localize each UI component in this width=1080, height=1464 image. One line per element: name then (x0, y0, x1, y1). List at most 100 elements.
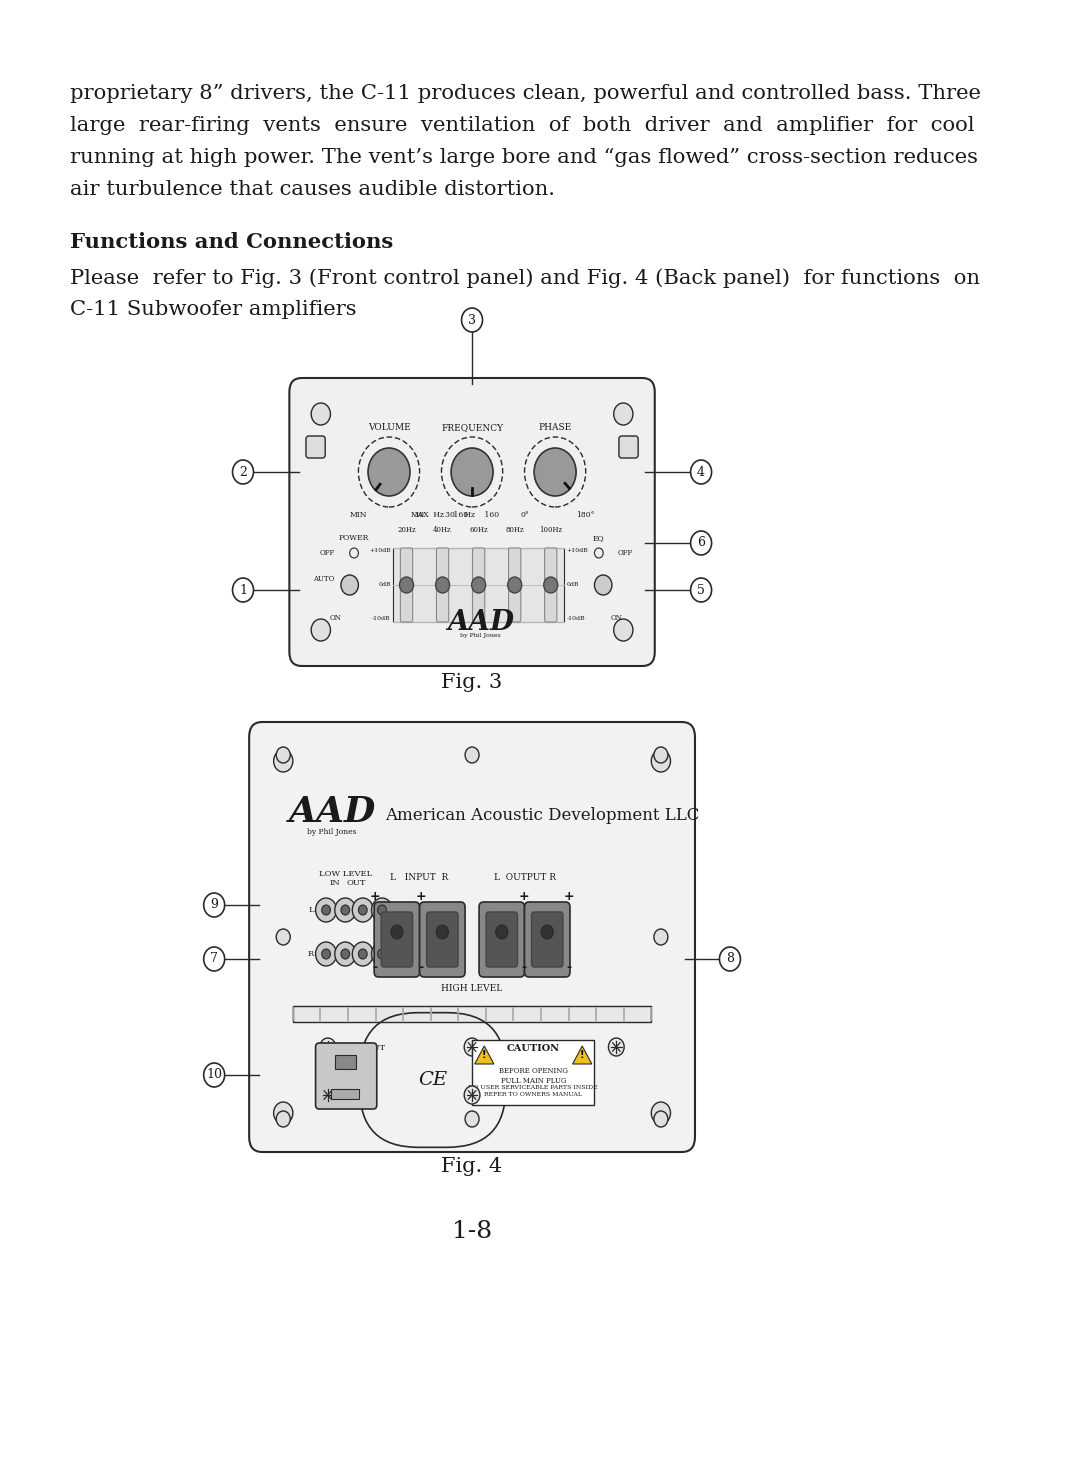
Text: POWER: POWER (339, 534, 369, 542)
Circle shape (400, 577, 414, 593)
Text: 0dB: 0dB (567, 583, 579, 587)
Bar (332, 1089, 360, 1099)
Circle shape (276, 1111, 291, 1127)
Circle shape (508, 577, 522, 593)
Text: 6: 6 (697, 536, 705, 549)
Text: 4: 4 (697, 466, 705, 479)
FancyBboxPatch shape (509, 548, 521, 622)
Circle shape (442, 436, 502, 507)
Text: -10dB: -10dB (373, 616, 391, 622)
Circle shape (359, 949, 367, 959)
Circle shape (464, 1038, 480, 1056)
Text: 9: 9 (211, 899, 218, 912)
Circle shape (651, 750, 671, 772)
Circle shape (315, 897, 337, 922)
Circle shape (315, 941, 337, 966)
Circle shape (372, 897, 392, 922)
Circle shape (335, 941, 355, 966)
Circle shape (435, 577, 449, 593)
Text: large  rear-firing  vents  ensure  ventilation  of  both  driver  and  amplifier: large rear-firing vents ensure ventilati… (70, 116, 974, 135)
Text: 8: 8 (726, 953, 734, 965)
Circle shape (276, 747, 291, 763)
Circle shape (359, 436, 420, 507)
Circle shape (350, 548, 359, 558)
Circle shape (690, 531, 712, 555)
Text: C-11 Subwoofer amplifiers: C-11 Subwoofer amplifiers (70, 300, 356, 319)
Text: L   INPUT  R: L INPUT R (391, 873, 448, 881)
Text: Please  refer to Fig. 3 (Front control panel) and Fig. 4 (Back panel)  for funct: Please refer to Fig. 3 (Front control pa… (70, 268, 980, 287)
Circle shape (311, 619, 330, 641)
FancyBboxPatch shape (381, 912, 413, 968)
Text: 1: 1 (239, 584, 247, 596)
Bar (393, 548, 564, 622)
Text: ON: ON (329, 613, 341, 622)
Text: L: L (394, 906, 400, 914)
FancyBboxPatch shape (401, 548, 413, 622)
Text: -: - (521, 960, 526, 974)
Text: proprietary 8” drivers, the C-11 produces clean, powerful and controlled bass. T: proprietary 8” drivers, the C-11 produce… (70, 83, 981, 102)
Text: AC-INPUT: AC-INPUT (340, 1044, 384, 1053)
Circle shape (451, 448, 494, 496)
Text: VOLUME: VOLUME (367, 423, 410, 432)
Circle shape (653, 1111, 667, 1127)
Circle shape (525, 436, 585, 507)
Text: American Acoustic Development LLC: American Acoustic Development LLC (384, 807, 699, 823)
Text: OFF: OFF (320, 549, 335, 556)
Text: AAD: AAD (288, 795, 376, 829)
Circle shape (653, 747, 667, 763)
Circle shape (461, 307, 483, 332)
Text: 3: 3 (468, 313, 476, 326)
Circle shape (320, 1038, 336, 1056)
Circle shape (464, 1086, 480, 1104)
Text: +: + (415, 890, 426, 903)
Text: +: + (564, 890, 575, 903)
Text: 20Hz: 20Hz (397, 526, 416, 534)
Polygon shape (572, 1045, 592, 1064)
Circle shape (594, 575, 612, 594)
Text: 1-8: 1-8 (453, 1221, 492, 1243)
FancyBboxPatch shape (531, 912, 563, 968)
Text: IN: IN (329, 878, 340, 887)
Circle shape (690, 578, 712, 602)
Text: 80Hz: 80Hz (505, 526, 524, 534)
Circle shape (465, 1111, 480, 1127)
Circle shape (372, 941, 392, 966)
Text: PHASE: PHASE (539, 423, 571, 432)
Text: LOW LEVEL: LOW LEVEL (319, 870, 372, 878)
Text: OFF: OFF (618, 549, 633, 556)
Text: 100Hz: 100Hz (539, 526, 563, 534)
Text: +10dB: +10dB (567, 548, 589, 552)
Text: R: R (394, 950, 401, 957)
Text: L  OUTPUT R: L OUTPUT R (494, 873, 555, 881)
Text: -10dB: -10dB (567, 616, 585, 622)
Text: ON: ON (611, 613, 623, 622)
Circle shape (719, 947, 741, 971)
Circle shape (204, 947, 225, 971)
Circle shape (311, 403, 330, 425)
Circle shape (276, 930, 291, 944)
Circle shape (436, 925, 448, 938)
Circle shape (535, 448, 576, 496)
Text: !: ! (580, 1050, 584, 1060)
Text: 40Hz: 40Hz (433, 526, 451, 534)
Text: AUTO: AUTO (313, 575, 335, 583)
FancyBboxPatch shape (619, 436, 638, 458)
Text: air turbulence that causes audible distortion.: air turbulence that causes audible disto… (70, 180, 555, 199)
Text: AAD: AAD (447, 609, 514, 635)
Circle shape (359, 905, 367, 915)
Text: FREQUENCY: FREQUENCY (441, 423, 503, 432)
Circle shape (391, 925, 403, 938)
Circle shape (352, 897, 374, 922)
FancyBboxPatch shape (306, 436, 325, 458)
Circle shape (496, 925, 508, 938)
Circle shape (232, 460, 254, 485)
FancyBboxPatch shape (486, 912, 517, 968)
Text: MAX: MAX (410, 511, 429, 520)
Text: 30    Hz    160: 30 Hz 160 (415, 511, 469, 520)
Circle shape (335, 897, 355, 922)
Circle shape (651, 1102, 671, 1124)
Text: 0°: 0° (521, 511, 529, 520)
FancyBboxPatch shape (525, 902, 570, 976)
Text: +: + (518, 890, 529, 903)
Text: L: L (308, 906, 314, 914)
